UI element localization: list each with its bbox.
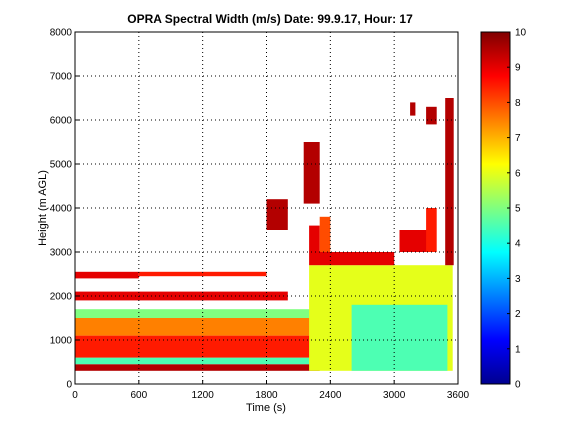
chart-title: OPRA Spectral Width (m/s) Date: 99.9.17,… [127,12,413,26]
x-tick-label: 600 [130,390,147,401]
colorbar-gradient [480,31,511,385]
colorbar-tick-label: 3 [515,274,521,285]
y-axis-label: Height (m AGL) [37,170,49,246]
heatmap-cell [266,199,288,230]
heatmap-cell [75,291,288,301]
y-tick-label: 5000 [50,160,73,171]
plot-area: 0 600 1200 1800 2400 3000 3600 0 1000 2000 3000 40… [50,28,470,402]
y-tick-label: 1000 [50,336,73,347]
colorbar-ticks: 0 1 2 3 4 5 6 7 8 9 10 [507,28,527,391]
colorbar-tick-label: 9 [515,63,521,74]
x-tick-label: 3000 [383,390,406,401]
colorbar-tick-label: 0 [515,380,521,391]
heatmap-cell [75,364,320,371]
x-axis-ticks: 0 600 1200 1800 2400 3000 3600 [72,380,470,401]
heatmap-cell [426,106,437,125]
heatmap-cell [309,252,395,266]
y-tick-label: 0 [66,380,72,391]
heatmap-cell [445,98,454,266]
heatmap-cell [75,318,320,336]
y-tick-label: 2000 [50,292,73,303]
heatmap-cell [138,271,267,277]
heatmap-cell [75,357,320,365]
y-tick-label: 8000 [50,28,73,39]
colorbar-tick-label: 2 [515,309,521,320]
y-tick-label: 4000 [50,204,73,215]
heatmap-cell [351,304,448,371]
colorbar-tick-label: 6 [515,168,521,179]
heatmap-cell [75,309,320,318]
heatmap-cell [75,271,139,279]
colorbar-tick-label: 8 [515,98,521,109]
colorbar-tick-label: 7 [515,133,521,144]
x-tick-label: 1800 [255,390,278,401]
colorbar-tick-label: 1 [515,344,521,355]
colorbar-tick-label: 4 [515,239,521,250]
heatmap-cell [399,230,432,252]
y-tick-label: 7000 [50,72,73,83]
x-tick-label: 0 [72,390,78,401]
heatmap-cell [75,335,320,358]
x-axis-label: Time (s) [246,402,286,414]
heatmap-cell [309,225,320,252]
grid-lines [75,32,458,384]
heatmap-cells [75,98,454,371]
colorbar: 0 1 2 3 4 5 6 7 8 9 10 [480,28,527,391]
y-axis-ticks: 0 1000 2000 3000 4000 5000 6000 7000 8000 [50,28,79,391]
x-tick-label: 2400 [319,390,342,401]
y-tick-label: 3000 [50,248,73,259]
heatmap-cell [410,102,416,116]
heatmap-cell [319,216,331,252]
x-tick-label: 1200 [192,390,215,401]
x-tick-label: 3600 [447,390,470,401]
colorbar-tick-label: 5 [515,204,521,215]
heatmap-cell [303,142,320,204]
y-tick-label: 6000 [50,116,73,127]
heatmap-cell [426,208,437,252]
colorbar-tick-label: 10 [515,28,527,39]
